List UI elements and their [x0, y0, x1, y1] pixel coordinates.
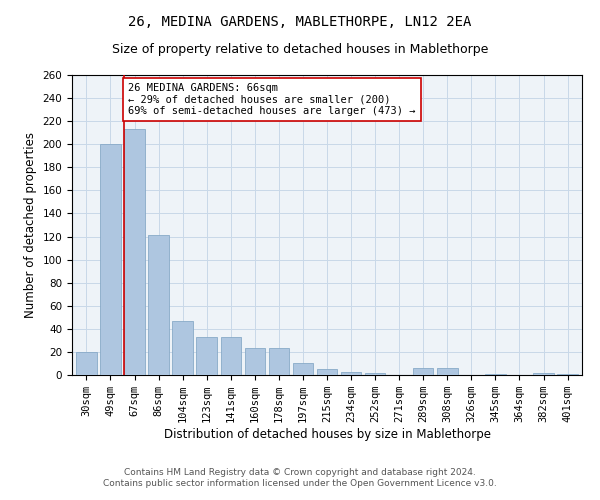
Text: Contains HM Land Registry data © Crown copyright and database right 2024.
Contai: Contains HM Land Registry data © Crown c… — [103, 468, 497, 487]
Text: 26 MEDINA GARDENS: 66sqm
← 29% of detached houses are smaller (200)
69% of semi-: 26 MEDINA GARDENS: 66sqm ← 29% of detach… — [128, 83, 415, 116]
Bar — [100, 144, 121, 375]
Y-axis label: Number of detached properties: Number of detached properties — [24, 132, 37, 318]
Bar — [341, 372, 361, 375]
Bar — [245, 348, 265, 375]
Bar — [485, 374, 506, 375]
Bar — [148, 236, 169, 375]
Bar — [317, 369, 337, 375]
Bar — [293, 364, 313, 375]
X-axis label: Distribution of detached houses by size in Mablethorpe: Distribution of detached houses by size … — [163, 428, 491, 441]
Bar — [437, 368, 458, 375]
Text: 26, MEDINA GARDENS, MABLETHORPE, LN12 2EA: 26, MEDINA GARDENS, MABLETHORPE, LN12 2E… — [128, 15, 472, 29]
Bar — [365, 372, 385, 375]
Bar — [196, 337, 217, 375]
Bar — [172, 321, 193, 375]
Text: Size of property relative to detached houses in Mablethorpe: Size of property relative to detached ho… — [112, 42, 488, 56]
Bar — [413, 368, 433, 375]
Bar — [557, 374, 578, 375]
Bar — [269, 348, 289, 375]
Bar — [533, 372, 554, 375]
Bar — [124, 129, 145, 375]
Bar — [76, 352, 97, 375]
Bar — [221, 337, 241, 375]
